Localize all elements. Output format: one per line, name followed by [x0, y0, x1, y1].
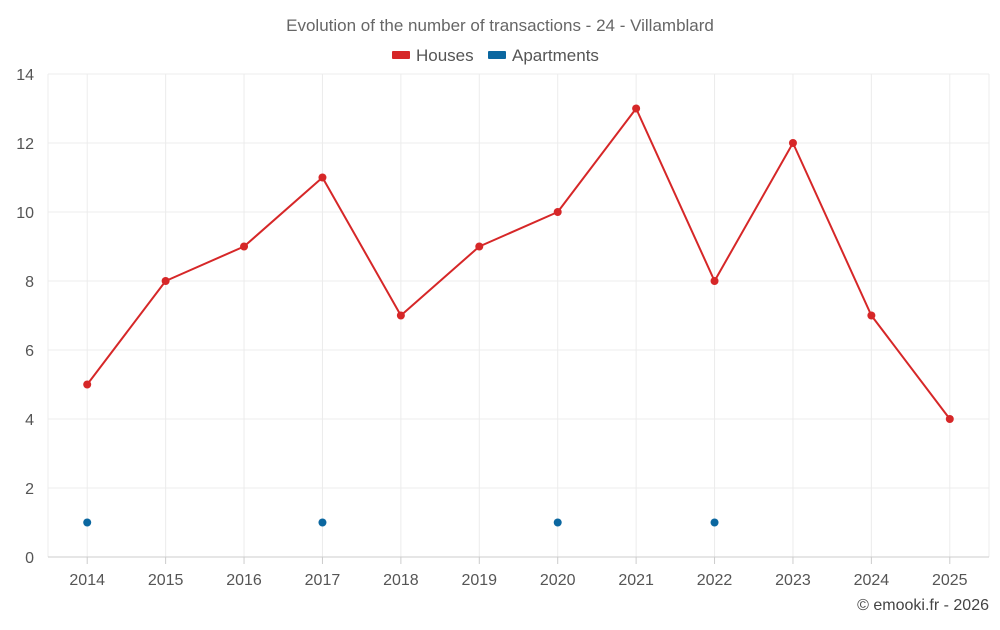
data-point-houses-2025[interactable] [945, 415, 954, 423]
data-point-houses-2018[interactable] [396, 311, 405, 320]
data-point-houses-2021[interactable] [632, 104, 641, 113]
x-tick-label-2017: 2017 [305, 572, 341, 589]
data-point-houses-2022[interactable] [710, 277, 719, 285]
y-tick-label-4: 4 [25, 412, 34, 429]
x-tick-label-2020: 2020 [540, 572, 576, 589]
y-axis: 0 2 4 6 8 10 12 14 [16, 67, 34, 567]
y-tick-label-0: 0 [25, 550, 34, 567]
x-axis: 2014 2015 2016 2017 2018 2019 2020 2021 2022 2023… [48, 556, 989, 589]
data-point-apartments-2022[interactable] [710, 518, 719, 527]
data-point-houses-2020[interactable] [553, 208, 562, 216]
data-point-houses-2024[interactable] [867, 311, 876, 320]
data-point-houses-2019[interactable] [475, 242, 484, 251]
data-point-apartments-2020[interactable] [553, 518, 562, 527]
chart-title: Evolution of the number of transactions … [286, 16, 714, 35]
x-tick-label-2023: 2023 [775, 572, 811, 589]
series-apartments [83, 518, 719, 527]
series-layer [83, 104, 954, 527]
y-tick-label-8: 8 [25, 274, 34, 291]
x-tick-label-2025: 2025 [932, 572, 968, 589]
legend-label-apartments: Apartments [512, 46, 599, 65]
data-point-houses-2023[interactable] [788, 139, 797, 147]
series-houses [83, 104, 954, 423]
data-point-houses-2016[interactable] [240, 242, 249, 251]
y-tick-label-14: 14 [16, 67, 34, 84]
data-point-houses-2015[interactable] [161, 277, 170, 285]
grid [47, 73, 990, 557]
legend-swatch-houses [392, 51, 410, 59]
x-tick-label-2018: 2018 [383, 572, 419, 589]
x-tick-label-2021: 2021 [618, 572, 654, 589]
legend-item-apartments[interactable]: Apartments [488, 46, 599, 65]
y-tick-label-6: 6 [25, 343, 34, 360]
credit-text: © emooki.fr - 2026 [857, 597, 989, 614]
series-line-houses [86, 107, 951, 420]
y-tick-label-10: 10 [16, 205, 34, 222]
legend: Houses Apartments [392, 46, 599, 65]
legend-label-houses: Houses [416, 46, 474, 65]
data-point-houses-2017[interactable] [318, 173, 327, 182]
y-tick-label-12: 12 [16, 136, 34, 153]
x-tick-label-2022: 2022 [697, 572, 733, 589]
x-tick-label-2024: 2024 [854, 572, 890, 589]
x-tick-label-2016: 2016 [226, 572, 262, 589]
x-tick-label-2015: 2015 [148, 572, 184, 589]
y-tick-label-2: 2 [25, 481, 34, 498]
legend-item-houses[interactable]: Houses [392, 46, 474, 65]
data-point-houses-2014[interactable] [83, 380, 92, 389]
data-point-apartments-2017[interactable] [318, 518, 327, 527]
legend-swatch-apartments [488, 51, 506, 59]
data-point-apartments-2014[interactable] [83, 518, 92, 527]
x-tick-label-2014: 2014 [69, 572, 105, 589]
x-tick-label-2019: 2019 [461, 572, 497, 589]
